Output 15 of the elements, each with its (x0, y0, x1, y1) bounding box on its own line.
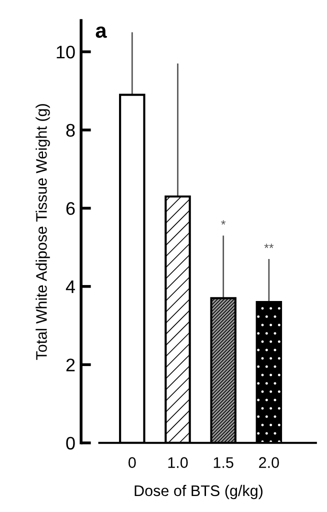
y-tick-label: 4 (66, 280, 76, 293)
annotation: * (221, 220, 226, 225)
x-tick-label: 1.0 (168, 457, 188, 468)
y-tick-label: 10 (56, 46, 75, 58)
y-axis-title: Total White Adipose Tissue Weight (g) (36, 104, 50, 360)
annotation: ** (264, 244, 274, 248)
y-tick-label: 2 (66, 358, 75, 372)
y-tick-label: 8 (66, 124, 75, 137)
x-tick-label: 2.0 (259, 457, 279, 468)
chart-title: a (96, 26, 107, 38)
x-axis-title: Dose of BTS (g/kg) (134, 484, 262, 500)
x-tick-label: 1.5 (214, 457, 234, 468)
x-tick-label: 0 (128, 457, 136, 468)
y-tick-label: 6 (66, 202, 75, 215)
y-tick-label: 0 (66, 436, 75, 450)
